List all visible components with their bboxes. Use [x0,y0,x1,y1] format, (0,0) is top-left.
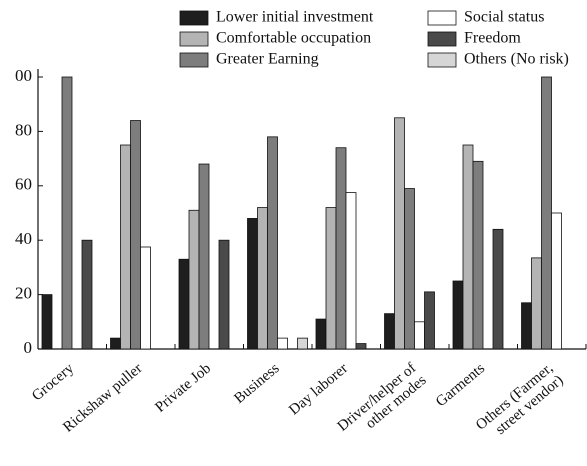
x-tick-label: Grocery [29,360,77,404]
legend-label: Social status [464,9,544,26]
bar [414,321,425,350]
legend-swatch [179,52,209,68]
bar [257,207,268,350]
bar [61,76,73,350]
y-tick-label: 80 [15,120,32,139]
x-tick-label: Private Job [152,360,214,415]
x-tick-label: Garments [433,360,488,410]
bar [355,343,367,350]
legend-label: Greater Earning [216,51,319,68]
bar [267,136,278,350]
legend-label: Lower initial investment [216,9,374,26]
bar [325,207,337,350]
x-tick-label: Others (Farmer,street vendor) [473,360,566,446]
y-tick-label: 60 [15,175,32,194]
bar [247,218,258,350]
bar [404,188,415,350]
bar [41,294,53,350]
bar [394,117,405,350]
y-tick-label: 20 [15,284,32,303]
legend-swatch [427,31,457,47]
bar [541,76,552,350]
legend-label: Freedom [464,30,521,47]
bar [424,291,435,350]
bar [277,337,288,350]
bar [110,337,121,350]
bar [462,144,474,350]
bar [315,318,327,350]
bar [120,144,131,350]
bar [178,258,190,350]
legend-swatch [427,52,457,68]
legend-swatch [179,31,209,47]
bar [531,257,542,350]
bar [140,246,151,350]
bar [188,209,200,350]
y-tick-label: 40 [15,229,32,248]
bar [345,192,357,350]
bar [297,337,308,350]
bar [81,239,93,350]
legend-swatch [427,10,457,26]
bar [521,302,532,350]
y-tick-label: 0 [24,338,33,357]
bar [492,228,504,350]
bar [335,147,347,350]
x-tick-label: Business [231,360,282,407]
legend-label: Comfortable occupation [216,30,371,47]
bar [384,313,395,350]
bar [130,120,141,350]
x-tick-label: Day laborer [286,360,351,418]
y-tick-label: 00 [15,66,32,85]
legend-label: Others (No risk) [464,51,569,68]
bar [218,239,230,350]
bar [198,163,210,350]
bar [452,280,464,350]
bar [472,160,484,350]
legend-swatch [179,10,209,26]
bar [551,212,562,350]
